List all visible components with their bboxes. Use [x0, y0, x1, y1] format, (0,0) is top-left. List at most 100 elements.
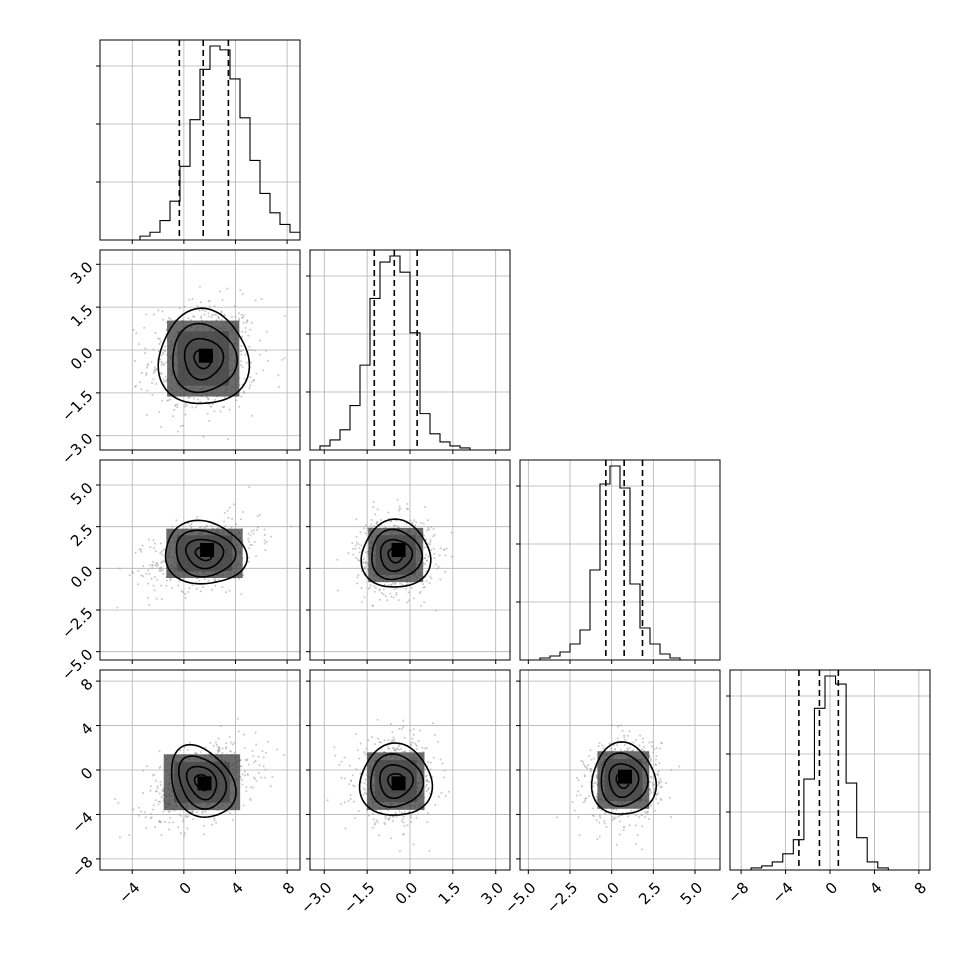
- sample-point: [616, 737, 619, 740]
- sample-point: [641, 737, 644, 740]
- sample-point: [360, 600, 363, 603]
- sample-point: [373, 585, 376, 588]
- sample-point: [151, 393, 154, 396]
- sample-point: [443, 776, 446, 779]
- sample-point: [247, 532, 250, 535]
- sample-point: [249, 328, 252, 331]
- sample-point: [248, 540, 251, 543]
- sample-point: [215, 314, 218, 317]
- sample-point: [213, 410, 216, 413]
- sample-point: [390, 595, 393, 598]
- sample-point: [139, 548, 142, 551]
- sample-point: [626, 734, 629, 737]
- sample-point: [169, 579, 172, 582]
- sample-point: [195, 752, 198, 755]
- sample-point: [392, 596, 395, 599]
- sample-point: [218, 290, 221, 293]
- sample-point: [151, 381, 154, 384]
- sample-point: [242, 349, 245, 352]
- sample-point: [614, 748, 617, 751]
- sample-point: [655, 793, 658, 796]
- sample-point: [145, 372, 148, 375]
- x-tick-label: −4: [768, 879, 796, 907]
- sample-point: [353, 785, 356, 788]
- sample-point: [153, 542, 156, 545]
- sample-point: [640, 748, 643, 751]
- sample-point: [253, 541, 256, 544]
- sample-point: [228, 408, 231, 411]
- sample-point: [236, 717, 239, 720]
- sample-point: [183, 305, 186, 308]
- sample-point: [264, 768, 267, 771]
- sample-point: [582, 760, 585, 763]
- sample-point: [247, 334, 250, 337]
- sample-point: [391, 731, 394, 734]
- x-tick-label: −3.0: [297, 879, 335, 917]
- sample-point: [239, 289, 242, 292]
- sample-point: [271, 775, 274, 778]
- sample-point: [425, 559, 428, 562]
- sample-point: [445, 547, 448, 550]
- sample-point: [415, 521, 418, 524]
- sample-point: [207, 397, 210, 400]
- sample-point: [402, 821, 405, 824]
- contour-level-3: [157, 307, 251, 405]
- sample-point: [343, 801, 346, 804]
- sample-point: [618, 833, 621, 836]
- sample-point: [621, 729, 624, 732]
- contour-level-3: [358, 742, 434, 816]
- sample-point: [437, 565, 440, 568]
- contour-level-2: [175, 529, 237, 578]
- sample-point: [659, 747, 662, 750]
- sample-point: [439, 578, 442, 581]
- sample-point: [258, 353, 261, 356]
- sample-point: [152, 808, 155, 811]
- sample-point: [382, 588, 385, 591]
- sample-point: [176, 403, 179, 406]
- sample-point: [410, 744, 413, 747]
- sample-point: [143, 811, 146, 814]
- sample-point: [391, 738, 394, 741]
- sample-point: [580, 759, 583, 762]
- sample-point: [379, 519, 382, 522]
- sample-point: [423, 557, 426, 560]
- sample-point: [618, 820, 621, 823]
- sample-point: [140, 550, 143, 553]
- density-peak: [391, 543, 406, 557]
- x-tick-label: −4: [115, 879, 143, 907]
- sample-point: [363, 782, 366, 785]
- contour-level-0: [193, 773, 210, 792]
- sample-point: [589, 770, 592, 773]
- sample-point: [659, 797, 662, 800]
- sample-point: [245, 361, 248, 364]
- sample-point: [432, 756, 435, 759]
- sample-point: [249, 376, 252, 379]
- sample-point: [203, 525, 206, 528]
- sample-point: [393, 738, 396, 741]
- panel-body: [100, 250, 300, 450]
- sample-point: [204, 310, 207, 313]
- contour-level-1: [379, 538, 414, 573]
- sample-point: [243, 747, 246, 750]
- sample-point: [118, 836, 121, 839]
- sample-point: [398, 850, 401, 853]
- sample-point: [132, 328, 135, 331]
- sample-point: [428, 582, 431, 585]
- sample-point: [215, 743, 218, 746]
- sample-point: [159, 781, 162, 784]
- sample-point: [397, 599, 400, 602]
- sample-point: [244, 774, 247, 777]
- sample-point: [169, 398, 172, 401]
- y-tick-label: 0.0: [67, 344, 97, 374]
- sample-point: [388, 747, 391, 750]
- sample-point: [592, 807, 595, 810]
- sample-point: [156, 787, 159, 790]
- contour-level-2: [371, 528, 423, 581]
- sample-point: [444, 554, 447, 557]
- sample-point: [402, 815, 405, 818]
- sample-point: [214, 577, 217, 580]
- sample-point: [411, 521, 414, 524]
- sample-point: [343, 756, 346, 759]
- sample-point: [206, 412, 209, 415]
- sample-point: [186, 748, 189, 751]
